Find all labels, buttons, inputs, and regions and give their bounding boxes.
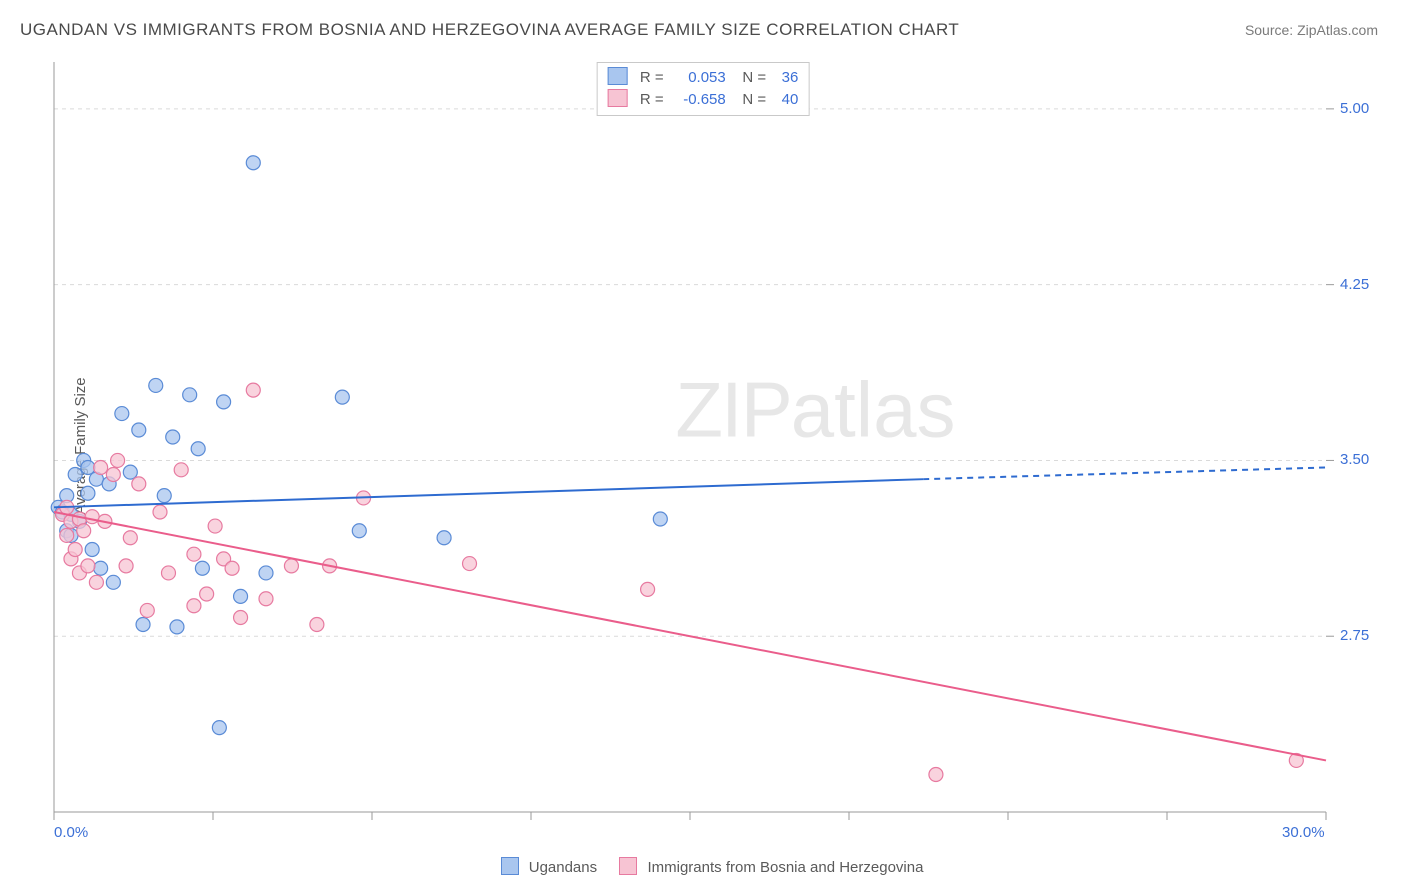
- n-value-series2: 40: [770, 89, 798, 111]
- stats-row-series1: R = 0.053 N = 36: [608, 67, 799, 89]
- chart-source: Source: ZipAtlas.com: [1245, 22, 1378, 38]
- chart-title: UGANDAN VS IMMIGRANTS FROM BOSNIA AND HE…: [20, 20, 959, 40]
- y-tick-label: 4.25: [1340, 276, 1369, 293]
- legend-label-series2: Immigrants from Bosnia and Herzegovina: [647, 859, 923, 876]
- n-value-series1: 36: [770, 67, 798, 89]
- x-axis-max-label: 30.0%: [1282, 824, 1325, 841]
- legend-swatch-series2: [619, 857, 637, 875]
- n-label: N =: [742, 91, 766, 108]
- stats-row-series2: R = -0.658 N = 40: [608, 89, 799, 111]
- y-tick-label: 3.50: [1340, 451, 1369, 468]
- stats-legend: R = 0.053 N = 36 R = -0.658 N = 40: [597, 62, 810, 116]
- r-label: R =: [640, 69, 664, 86]
- x-axis-min-label: 0.0%: [54, 824, 88, 841]
- scatter-plot: [50, 60, 1370, 830]
- r-value-series2: -0.658: [668, 89, 726, 111]
- legend-swatch-series2: [608, 89, 628, 107]
- y-tick-label: 2.75: [1340, 627, 1369, 644]
- series-legend: Ugandans Immigrants from Bosnia and Herz…: [0, 857, 1406, 876]
- r-value-series1: 0.053: [668, 67, 726, 89]
- r-label: R =: [640, 91, 664, 108]
- legend-swatch-series1: [608, 67, 628, 85]
- legend-swatch-series1: [501, 857, 519, 875]
- y-tick-label: 5.00: [1340, 100, 1369, 117]
- n-label: N =: [742, 69, 766, 86]
- legend-label-series1: Ugandans: [529, 859, 597, 876]
